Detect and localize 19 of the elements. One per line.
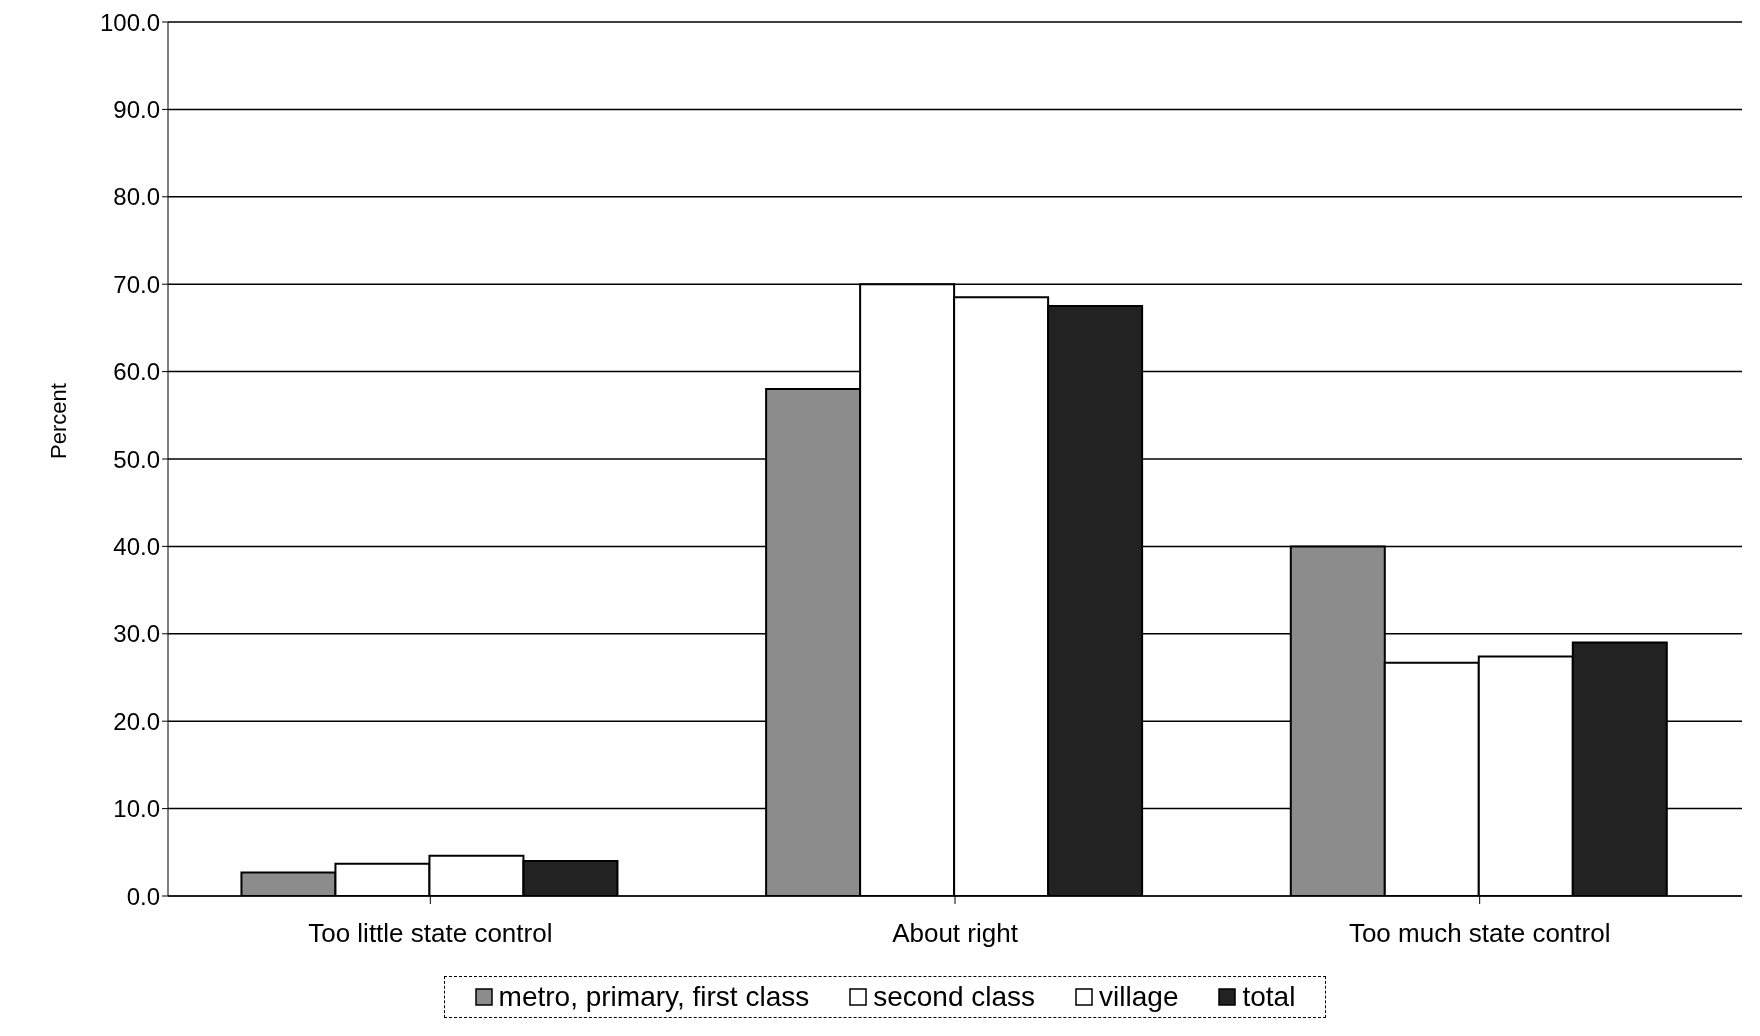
x-tick-label: Too little state control xyxy=(308,918,553,949)
legend-label: second class xyxy=(872,981,1036,1013)
legend-label: village xyxy=(1098,981,1179,1013)
y-tick-label: 70.0 xyxy=(113,270,160,298)
y-tick-label: 30.0 xyxy=(113,620,160,648)
x-tick-label: Too much state control xyxy=(1348,918,1611,949)
x-tick-label: About right xyxy=(892,918,1019,949)
y-tick-label: 80.0 xyxy=(113,183,160,211)
legend-label: total xyxy=(1241,981,1296,1013)
y-tick-label: 60.0 xyxy=(113,358,160,386)
y-tick-label: 10.0 xyxy=(113,795,160,823)
y-tick-label: 90.0 xyxy=(113,95,160,123)
y-axis-title: Percent xyxy=(45,383,71,459)
y-tick-label: 20.0 xyxy=(113,707,160,735)
legend-label: metro, primary, first class xyxy=(497,981,810,1013)
y-tick-label: 100.0 xyxy=(99,8,160,36)
y-tick-label: 40.0 xyxy=(113,532,160,560)
y-tick-label: 0.0 xyxy=(126,882,160,910)
y-tick-label: 50.0 xyxy=(113,445,160,473)
